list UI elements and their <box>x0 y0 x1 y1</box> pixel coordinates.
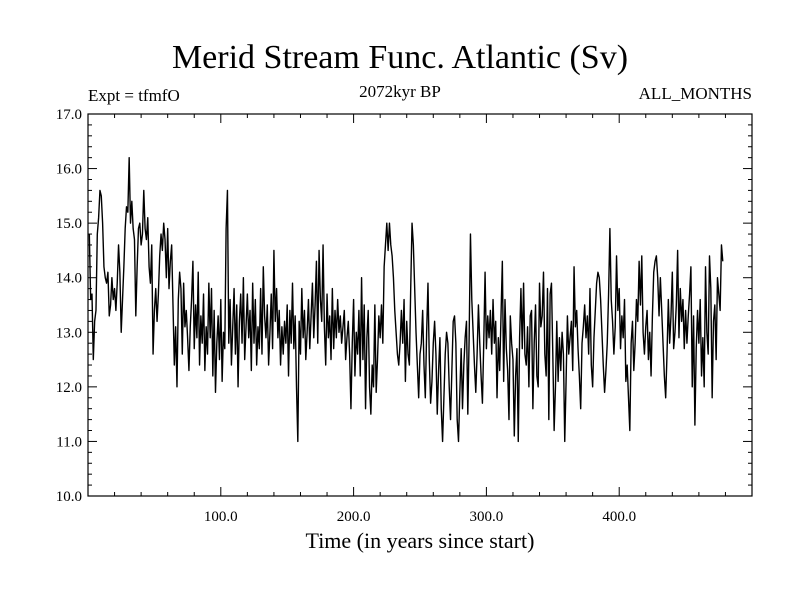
x-tick-label: 200.0 <box>337 509 371 525</box>
y-tick-label: 17.0 <box>56 107 82 123</box>
x-axis-label: Time (in years since start) <box>305 528 535 553</box>
x-tick-label: 400.0 <box>602 509 636 525</box>
experiment-label: Expt = tfmfO <box>88 86 180 105</box>
plot-frame <box>87 113 753 497</box>
chart-title: Merid Stream Func. Atlantic (Sv) <box>171 39 629 76</box>
y-tick-label: 12.0 <box>56 380 82 396</box>
y-tick-label: 16.0 <box>56 162 82 178</box>
axis-ticks <box>88 113 752 497</box>
x-tick-label: 300.0 <box>470 509 504 525</box>
y-tick-label: 11.0 <box>56 434 82 450</box>
months-label: ALL_MONTHS <box>638 84 752 103</box>
y-tick-label: 14.0 <box>56 271 82 287</box>
x-tick-label: 100.0 <box>204 509 238 525</box>
series-line-amoc <box>88 156 724 443</box>
y-tick-label: 10.0 <box>56 489 82 505</box>
y-tick-label: 15.0 <box>56 216 82 232</box>
axis-tick-labels: 10.0 11.0 12.0 13.0 14.0 15.0 16.0 17.0 100.0 200… <box>56 107 636 525</box>
period-label: 2072kyr BP <box>359 82 441 101</box>
y-tick-label: 13.0 <box>56 325 82 341</box>
